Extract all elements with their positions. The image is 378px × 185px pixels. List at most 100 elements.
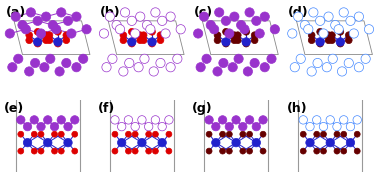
Circle shape: [300, 131, 306, 137]
Circle shape: [72, 12, 81, 21]
Circle shape: [79, 54, 88, 63]
Circle shape: [131, 122, 139, 131]
Circle shape: [240, 148, 246, 154]
Circle shape: [40, 63, 49, 72]
Circle shape: [51, 25, 61, 34]
Text: (b): (b): [100, 6, 120, 19]
Circle shape: [125, 58, 134, 68]
Circle shape: [43, 37, 50, 44]
Circle shape: [166, 148, 172, 154]
Circle shape: [314, 148, 320, 154]
Circle shape: [288, 29, 297, 38]
Circle shape: [63, 37, 70, 44]
Circle shape: [226, 131, 232, 137]
Circle shape: [151, 116, 160, 124]
Circle shape: [36, 29, 46, 38]
Circle shape: [144, 122, 153, 131]
Circle shape: [31, 58, 40, 68]
Circle shape: [23, 122, 32, 131]
Circle shape: [120, 32, 127, 38]
Circle shape: [99, 29, 108, 38]
Circle shape: [161, 29, 170, 38]
Circle shape: [176, 25, 185, 34]
Circle shape: [138, 138, 146, 147]
Circle shape: [232, 116, 240, 124]
Circle shape: [130, 29, 140, 38]
Circle shape: [251, 37, 258, 44]
Text: (f): (f): [98, 102, 115, 115]
Circle shape: [30, 116, 39, 124]
Circle shape: [54, 28, 61, 35]
Circle shape: [239, 122, 247, 131]
Circle shape: [299, 116, 307, 124]
Circle shape: [246, 131, 253, 137]
Circle shape: [232, 138, 240, 147]
Circle shape: [255, 29, 264, 38]
Circle shape: [46, 54, 55, 63]
Circle shape: [328, 37, 335, 44]
Circle shape: [212, 138, 220, 147]
Circle shape: [321, 148, 327, 154]
Circle shape: [206, 131, 212, 137]
Circle shape: [251, 32, 258, 38]
Circle shape: [121, 8, 130, 17]
Circle shape: [31, 131, 37, 137]
Circle shape: [243, 40, 249, 47]
Circle shape: [226, 148, 232, 154]
Circle shape: [242, 38, 250, 46]
Circle shape: [25, 67, 34, 76]
Circle shape: [260, 131, 266, 137]
Circle shape: [140, 32, 147, 38]
Circle shape: [294, 12, 303, 21]
Circle shape: [148, 38, 156, 46]
Circle shape: [230, 12, 239, 21]
Circle shape: [11, 12, 20, 21]
Circle shape: [313, 58, 322, 68]
Circle shape: [243, 28, 249, 35]
Circle shape: [112, 148, 118, 154]
Circle shape: [26, 32, 33, 38]
Circle shape: [34, 40, 41, 47]
Circle shape: [314, 131, 320, 137]
Circle shape: [218, 116, 227, 124]
Circle shape: [105, 12, 115, 21]
Circle shape: [234, 32, 241, 38]
Circle shape: [64, 16, 73, 26]
Text: (h): (h): [287, 102, 307, 115]
Circle shape: [220, 131, 226, 137]
Circle shape: [221, 16, 231, 26]
Circle shape: [14, 54, 23, 63]
Circle shape: [132, 131, 138, 137]
Circle shape: [333, 122, 341, 131]
Circle shape: [118, 138, 126, 147]
Circle shape: [304, 25, 313, 34]
Circle shape: [18, 148, 24, 154]
Circle shape: [243, 67, 253, 76]
Circle shape: [157, 37, 164, 44]
Circle shape: [234, 54, 243, 63]
Circle shape: [43, 138, 52, 147]
Circle shape: [129, 28, 135, 35]
Circle shape: [152, 131, 158, 137]
Text: (a): (a): [6, 6, 26, 19]
Circle shape: [296, 54, 305, 63]
Circle shape: [43, 116, 52, 124]
Circle shape: [322, 63, 332, 72]
Circle shape: [361, 54, 370, 63]
Circle shape: [34, 28, 41, 35]
Circle shape: [166, 131, 172, 137]
Circle shape: [245, 8, 254, 17]
Circle shape: [37, 122, 45, 131]
Circle shape: [199, 12, 209, 21]
Circle shape: [194, 29, 203, 38]
Circle shape: [306, 138, 314, 147]
Circle shape: [57, 8, 66, 17]
Circle shape: [72, 63, 81, 72]
Circle shape: [17, 116, 25, 124]
Circle shape: [354, 131, 360, 137]
Circle shape: [339, 8, 349, 17]
Circle shape: [337, 40, 344, 47]
Circle shape: [223, 40, 229, 47]
Circle shape: [223, 28, 229, 35]
Circle shape: [137, 32, 144, 38]
